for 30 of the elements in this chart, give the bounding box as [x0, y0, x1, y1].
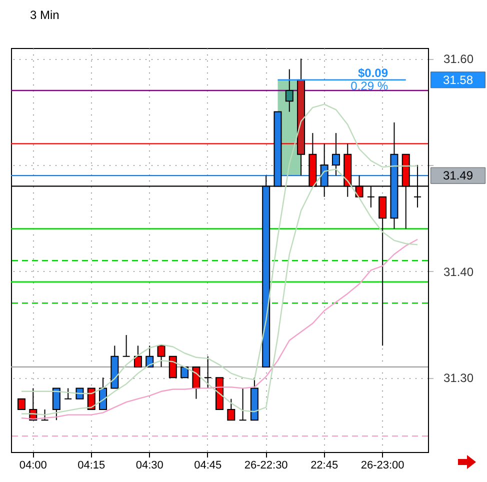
x-tick-label: 04:15 — [78, 460, 106, 472]
candlestick — [157, 345, 166, 368]
x-tick-label: 04:30 — [136, 460, 164, 472]
candlestick — [134, 345, 142, 368]
candlestick — [238, 388, 247, 421]
y-tick-label: 31.40 — [444, 264, 474, 279]
candlestick — [168, 356, 177, 378]
candlestick — [52, 388, 60, 421]
text: 31.58 — [442, 72, 474, 87]
line-series — [20, 238, 418, 420]
candlestick — [285, 68, 294, 112]
candlestick — [17, 398, 26, 410]
candlestick — [332, 132, 340, 176]
chart-title: 3 Min — [30, 8, 60, 22]
x-tick-label: 04:00 — [19, 460, 47, 472]
candlestick — [64, 388, 72, 400]
x-tick-label: 26-23:00 — [360, 460, 404, 472]
candlestick — [204, 356, 212, 389]
candlestick — [227, 398, 236, 421]
candlestick — [122, 334, 130, 357]
ref-line-label: 31.49 — [442, 168, 474, 183]
annotation: 0.29 % — [350, 79, 388, 93]
candlestick — [40, 408, 49, 421]
y-tick-label: 31.60 — [444, 52, 474, 66]
annotation: $0.09 — [358, 66, 388, 80]
y-tick-label: 31.30 — [444, 371, 474, 386]
x-tick-label: 04:45 — [194, 460, 222, 472]
x-tick-label: 22:45 — [310, 460, 338, 472]
x-tick-label: 26-22:30 — [244, 460, 288, 472]
candlestick — [99, 377, 108, 410]
